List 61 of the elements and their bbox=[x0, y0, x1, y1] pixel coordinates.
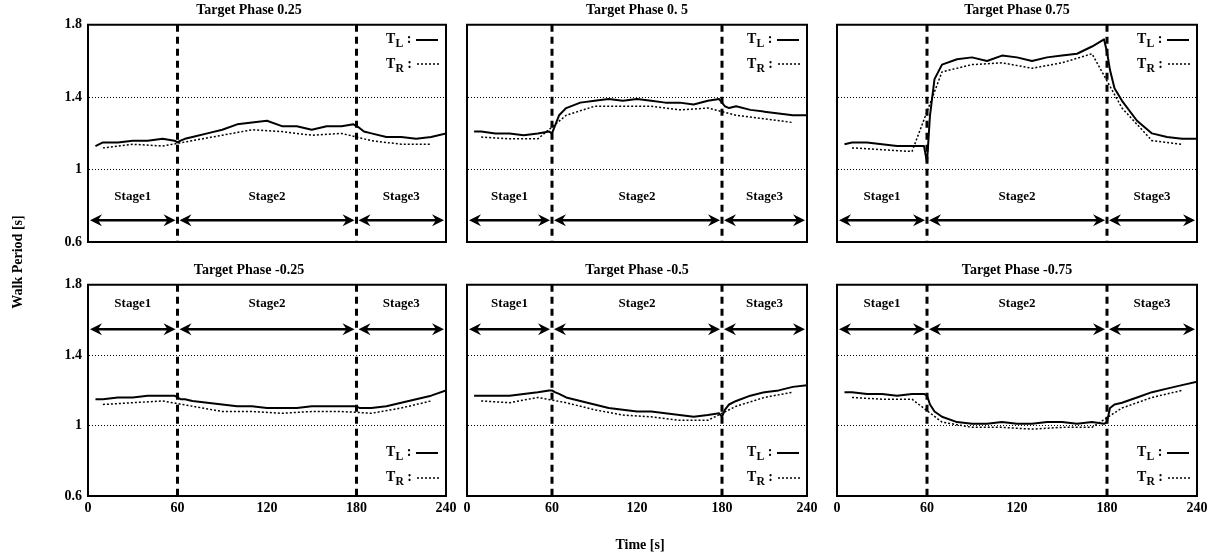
chart-title: Target Phase 0.25 bbox=[196, 2, 302, 18]
chart-title: Target Phase -0.25 bbox=[193, 262, 305, 278]
chart-title: Target Phase -0.5 bbox=[585, 262, 689, 278]
y-tick-label: 1.8 bbox=[64, 276, 82, 292]
y-tick-label: 1 bbox=[75, 161, 82, 177]
legend-label: T$_{L}$ : bbox=[386, 30, 412, 50]
legend-label: T$_{R}$ : bbox=[386, 55, 412, 75]
annotation: Stage2 bbox=[618, 187, 656, 203]
annotation: Stage3 bbox=[746, 187, 784, 203]
x-tick-label: 60 bbox=[920, 500, 934, 516]
chart-title: Target Phase 0. 5 bbox=[585, 2, 689, 18]
legend-label: T$_{L}$ : bbox=[1137, 444, 1163, 464]
y-tick-label: 1.4 bbox=[64, 346, 82, 362]
x-tick-label: 180 bbox=[711, 500, 733, 516]
legend-label: T$_{R}$ : bbox=[747, 469, 773, 488]
annotation: Stage3 bbox=[382, 295, 421, 311]
y-tick-label: 1.8 bbox=[64, 16, 82, 32]
legend-label: T$_{R}$ : bbox=[1137, 469, 1163, 488]
legend-label: T$_{L}$ : bbox=[747, 30, 773, 50]
annotation: Stage2 bbox=[248, 187, 286, 203]
annotation: Stage1 bbox=[863, 295, 901, 311]
annotation: Stage1 bbox=[491, 295, 528, 311]
chart-title: Target Phase 0.75 bbox=[964, 2, 1070, 18]
annotation: Stage1 bbox=[114, 187, 152, 203]
annotation: Stage2 bbox=[248, 295, 286, 311]
x-tick-label: 180 bbox=[1096, 500, 1118, 516]
legend-label: T$_{L}$ : bbox=[1137, 30, 1163, 50]
annotation: Stage3 bbox=[1133, 295, 1171, 311]
y-tick-label: 1 bbox=[75, 417, 82, 433]
annotation: Stage2 bbox=[998, 187, 1036, 203]
annotation: Stage1 bbox=[863, 187, 901, 203]
x-tick-label: 60 bbox=[545, 500, 559, 516]
x-tick-label: 120 bbox=[256, 500, 278, 516]
x-tick-label: 0 bbox=[463, 500, 471, 516]
x-tick-label: 0 bbox=[84, 500, 92, 516]
x-tick-label: 180 bbox=[346, 500, 367, 516]
annotation: Stage2 bbox=[998, 295, 1036, 311]
legend-label: T$_{R}$ : bbox=[386, 469, 412, 488]
x-tick-label: 240 bbox=[796, 500, 818, 516]
annotation: Stage1 bbox=[491, 187, 528, 203]
annotation: Stage3 bbox=[1133, 187, 1171, 203]
y-tick-label: 0.6 bbox=[64, 233, 82, 249]
y-tick-label: 0.6 bbox=[64, 487, 82, 503]
x-tick-label: 240 bbox=[435, 500, 457, 516]
chart-title: Target Phase -0.75 bbox=[961, 262, 1073, 278]
x-tick-label: 120 bbox=[626, 500, 648, 516]
legend-label: T$_{R}$ : bbox=[747, 55, 773, 75]
x-tick-label: 240 bbox=[1186, 500, 1208, 516]
annotation: Stage1 bbox=[114, 295, 152, 311]
y-tick-label: 1.4 bbox=[64, 88, 82, 104]
x-axis-title: Time [s] bbox=[615, 537, 665, 553]
annotation: Stage3 bbox=[746, 295, 784, 311]
annotation: Stage3 bbox=[382, 187, 421, 203]
x-tick-label: 0 bbox=[833, 500, 841, 516]
legend-label: T$_{L}$ : bbox=[747, 444, 773, 464]
annotation: Stage2 bbox=[618, 295, 656, 311]
y-axis-title: Walk Period [s] bbox=[10, 215, 26, 309]
x-tick-label: 60 bbox=[170, 500, 185, 516]
legend-label: T$_{L}$ : bbox=[386, 444, 412, 464]
legend-label: T$_{R}$ : bbox=[1137, 55, 1163, 75]
x-tick-label: 120 bbox=[1006, 500, 1028, 516]
